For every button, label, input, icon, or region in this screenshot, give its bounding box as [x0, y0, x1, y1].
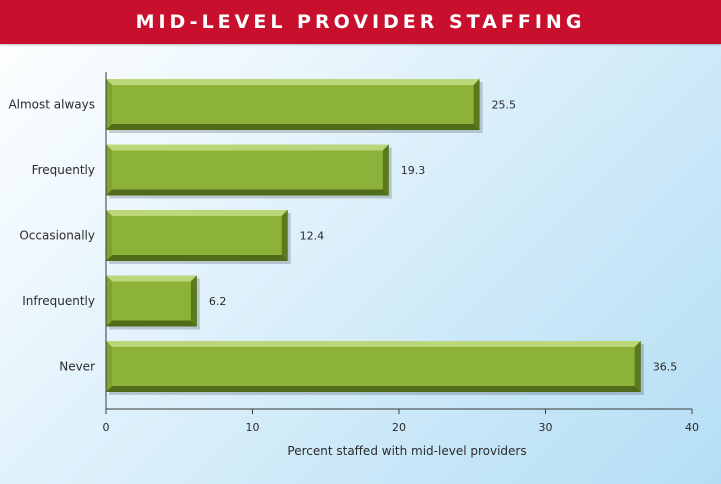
x-tick-label: 0 [103, 421, 110, 434]
category-label: Infrequently [22, 294, 95, 308]
x-tick-label: 40 [685, 421, 699, 434]
bar-occasionally: Occasionally 12.4 [19, 210, 324, 264]
category-label: Never [59, 360, 95, 374]
bar-bevel-bottom [106, 320, 197, 327]
bar-bevel-right [382, 144, 389, 196]
bar-never: Never 36.5 [59, 341, 677, 395]
bar-bevel-top [106, 275, 197, 282]
bar-almost-always: Almost always 25.5 [8, 79, 516, 133]
bar-bevel-bottom [106, 386, 641, 392]
value-label: 19.3 [401, 164, 426, 177]
title-banner: MID-LEVEL PROVIDER STAFFING [0, 0, 721, 44]
bar-bevel-bottom [106, 189, 389, 196]
value-label: 36.5 [653, 361, 678, 374]
value-label: 6.2 [209, 295, 227, 308]
value-label: 12.4 [300, 230, 325, 243]
bar-bevel-top [106, 144, 389, 151]
bar-frequently: Frequently 19.3 [32, 144, 426, 199]
bar-face [112, 216, 282, 255]
x-tick-label: 20 [392, 421, 406, 434]
value-label: 25.5 [492, 99, 517, 112]
bar-bevel-left [106, 210, 112, 261]
bar-bevel-left [106, 144, 112, 196]
bar-bevel-right [634, 341, 641, 392]
bar-bevel-left [106, 275, 112, 327]
x-tick-label: 30 [539, 421, 553, 434]
category-label: Frequently [32, 163, 95, 177]
bar-bevel-top [106, 210, 288, 216]
category-label: Almost always [8, 98, 95, 112]
bar-bevel-right [281, 210, 288, 261]
bar-face [112, 347, 635, 386]
bar-infrequently: Infrequently 6.2 [22, 275, 227, 330]
chart-title: MID-LEVEL PROVIDER STAFFING [135, 11, 586, 33]
bar-bevel-right [473, 79, 480, 130]
bar-face [112, 150, 383, 190]
x-tick-label: 10 [246, 421, 260, 434]
bar-bevel-bottom [106, 255, 288, 261]
bar-bevel-top [106, 341, 641, 347]
category-label: Occasionally [19, 229, 95, 243]
x-axis: 0 10 20 30 40 [103, 72, 699, 434]
bar-bevel-top [106, 79, 480, 85]
bar-face [112, 85, 474, 124]
bar-bevel-left [106, 341, 112, 392]
x-axis-title: Percent staffed with mid-level providers [287, 444, 526, 458]
bar-bevel-left [106, 79, 112, 130]
bars-group: Almost always 25.5 Frequently 19.3 Occasiona… [8, 79, 677, 395]
bar-bevel-right [190, 275, 197, 327]
bar-bevel-bottom [106, 124, 480, 130]
bar-face [112, 281, 191, 321]
